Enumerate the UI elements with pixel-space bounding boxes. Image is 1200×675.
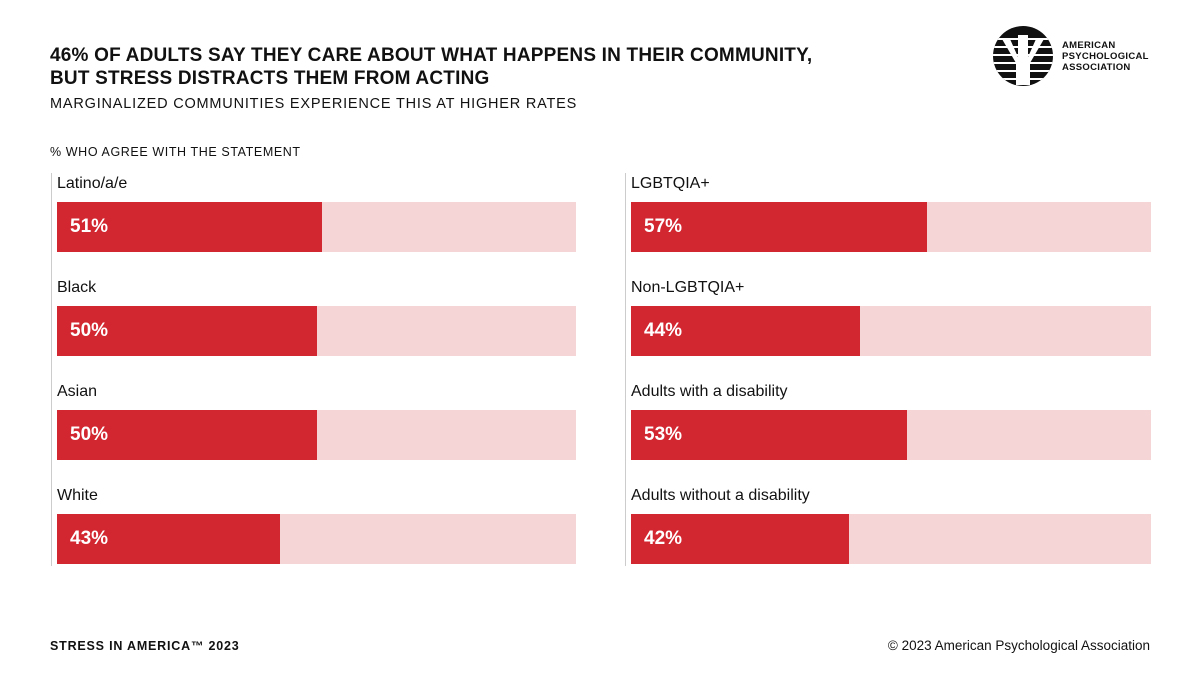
data-label: 57% bbox=[644, 216, 683, 237]
bar-track: 50% bbox=[57, 306, 576, 356]
category-label: Latino/a/e bbox=[57, 175, 128, 192]
bar: 57% bbox=[631, 202, 928, 252]
bar: 51% bbox=[57, 202, 322, 252]
data-label: 43% bbox=[70, 528, 109, 549]
data-label: 51% bbox=[70, 216, 109, 237]
bar-track: 50% bbox=[57, 410, 576, 460]
logo-text: AMERICAN PSYCHOLOGICAL ASSOCIATION bbox=[1062, 40, 1149, 73]
category-label: Asian bbox=[57, 383, 98, 400]
data-label: 53% bbox=[644, 424, 683, 445]
data-label: 42% bbox=[644, 528, 683, 549]
footer-series: STRESS IN AMERICA™ 2023 bbox=[50, 639, 240, 653]
bar: 42% bbox=[631, 514, 850, 564]
chart-subtitle: MARGINALIZED COMMUNITIES EXPERIENCE THIS… bbox=[50, 96, 578, 112]
bar: 53% bbox=[631, 410, 907, 460]
title-line-1: 46% OF ADULTS SAY THEY CARE ABOUT WHAT H… bbox=[50, 45, 813, 66]
right-panel: LGBTQIA+ 57% Non-LGBTQIA+ 44% Adults with … bbox=[625, 173, 1155, 566]
left-panel: Latino/a/e 51% Black 50% Asian 50% White 43… bbox=[51, 173, 581, 566]
category-label: Adults with a disability bbox=[631, 383, 788, 400]
bar-track: 42% bbox=[631, 514, 1151, 564]
bar-track: 51% bbox=[57, 202, 576, 252]
data-label: 50% bbox=[70, 424, 109, 445]
category-label: LGBTQIA+ bbox=[631, 175, 710, 192]
bar-track: 43% bbox=[57, 514, 576, 564]
psi-logo-icon bbox=[993, 26, 1053, 86]
bar: 50% bbox=[57, 410, 317, 460]
logo-line: PSYCHOLOGICAL bbox=[1062, 50, 1149, 62]
bar-track: 44% bbox=[631, 306, 1151, 356]
measure-label: % WHO AGREE WITH THE STATEMENT bbox=[50, 145, 301, 159]
title-line-2: BUT STRESS DISTRACTS THEM FROM ACTING bbox=[50, 68, 490, 89]
footer-copyright: © 2023 American Psychological Associatio… bbox=[887, 638, 1150, 653]
bar: 43% bbox=[57, 514, 281, 564]
data-label: 44% bbox=[644, 320, 683, 341]
category-label: Black bbox=[57, 279, 97, 296]
bar: 50% bbox=[57, 306, 317, 356]
logo-line: ASSOCIATION bbox=[1062, 61, 1131, 73]
bar-track: 57% bbox=[631, 202, 1151, 252]
bar: 44% bbox=[631, 306, 860, 356]
data-label: 50% bbox=[70, 320, 109, 341]
category-label: Adults without a disability bbox=[631, 487, 810, 504]
bar-track: 53% bbox=[631, 410, 1151, 460]
apa-logo: AMERICAN PSYCHOLOGICAL ASSOCIATION bbox=[992, 25, 1149, 87]
category-label: Non-LGBTQIA+ bbox=[631, 279, 745, 296]
category-label: White bbox=[57, 487, 98, 504]
chart-title: 46% OF ADULTS SAY THEY CARE ABOUT WHAT H… bbox=[50, 44, 850, 90]
logo-line: AMERICAN bbox=[1062, 39, 1116, 51]
